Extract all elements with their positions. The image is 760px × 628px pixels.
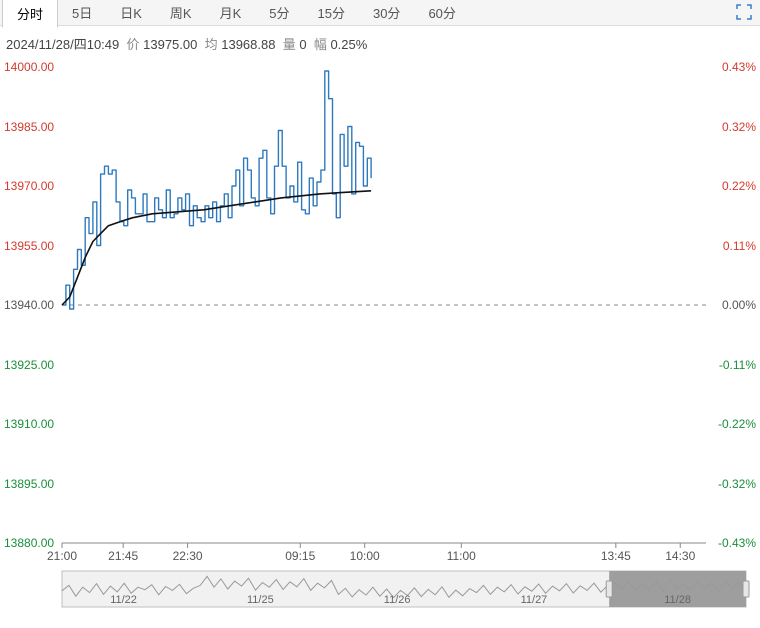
y-tick-left: 13895.00 <box>4 477 54 491</box>
main-chart[interactable]: 14000.00 13985.00 13970.00 13955.00 13940.00… <box>0 61 760 569</box>
value-price: 13975.00 <box>143 37 197 52</box>
y-tick-right: -0.11% <box>719 358 756 372</box>
y-tick-left: 14000.00 <box>4 60 54 74</box>
tab-3[interactable]: 周K <box>156 0 206 26</box>
nav-label: 11/26 <box>384 594 411 606</box>
y-tick-right: -0.43% <box>718 536 756 550</box>
nav-label: 11/25 <box>247 594 274 606</box>
y-tick-left: 13955.00 <box>4 239 54 253</box>
tab-1[interactable]: 5日 <box>58 0 106 26</box>
label-chg: 幅 <box>314 37 327 52</box>
x-tick: 21:45 <box>108 549 138 563</box>
y-tick-right: 0.22% <box>722 179 756 193</box>
y-tick-right: 0.00% <box>722 298 756 312</box>
y-tick-right: 0.43% <box>722 60 756 74</box>
x-tick: 09:15 <box>285 549 315 563</box>
y-tick-left: 13940.00 <box>4 298 54 312</box>
y-tick-right: 0.32% <box>722 120 756 134</box>
timeframe-tabs: 分时5日日K周K月K5分15分30分60分 <box>0 0 760 26</box>
y-tick-left: 13925.00 <box>4 358 54 372</box>
x-tick: 21:00 <box>47 549 77 563</box>
fullscreen-icon[interactable] <box>736 4 752 23</box>
value-vol: 0 <box>299 37 306 52</box>
nav-label: 11/27 <box>521 594 548 606</box>
x-tick: 11:00 <box>447 549 476 563</box>
info-datetime: 2024/11/28/四10:49 <box>6 37 119 52</box>
x-tick: 14:30 <box>665 549 695 563</box>
x-tick: 10:00 <box>350 549 380 563</box>
info-bar: 2024/11/28/四10:49 价 13975.00 均 13968.88 … <box>0 26 760 61</box>
y-tick-left: 13910.00 <box>4 417 54 431</box>
tab-7[interactable]: 30分 <box>359 0 414 26</box>
tab-8[interactable]: 60分 <box>414 0 469 26</box>
y-tick-right: -0.22% <box>718 417 756 431</box>
x-tick: 22:30 <box>173 549 203 563</box>
label-price: 价 <box>126 37 139 52</box>
y-tick-right: 0.11% <box>723 239 756 253</box>
value-avg: 13968.88 <box>221 37 275 52</box>
tab-6[interactable]: 15分 <box>304 0 359 26</box>
value-chg: 0.25% <box>330 37 367 52</box>
tab-2[interactable]: 日K <box>106 0 156 26</box>
tab-4[interactable]: 月K <box>206 0 256 26</box>
tab-5[interactable]: 5分 <box>255 0 303 26</box>
y-tick-left: 13970.00 <box>4 179 54 193</box>
y-tick-left: 13985.00 <box>4 120 54 134</box>
y-tick-left: 13880.00 <box>4 536 54 550</box>
nav-label: 11/22 <box>110 594 137 606</box>
nav-label: 11/28 <box>664 594 691 606</box>
tab-0[interactable]: 分时 <box>2 0 58 28</box>
y-tick-right: -0.32% <box>718 477 756 491</box>
navigator-chart[interactable]: 11/22 11/25 11/26 11/27 11/28 <box>0 569 760 623</box>
label-avg: 均 <box>205 37 218 52</box>
x-tick: 13:45 <box>601 549 631 563</box>
label-vol: 量 <box>283 37 296 52</box>
